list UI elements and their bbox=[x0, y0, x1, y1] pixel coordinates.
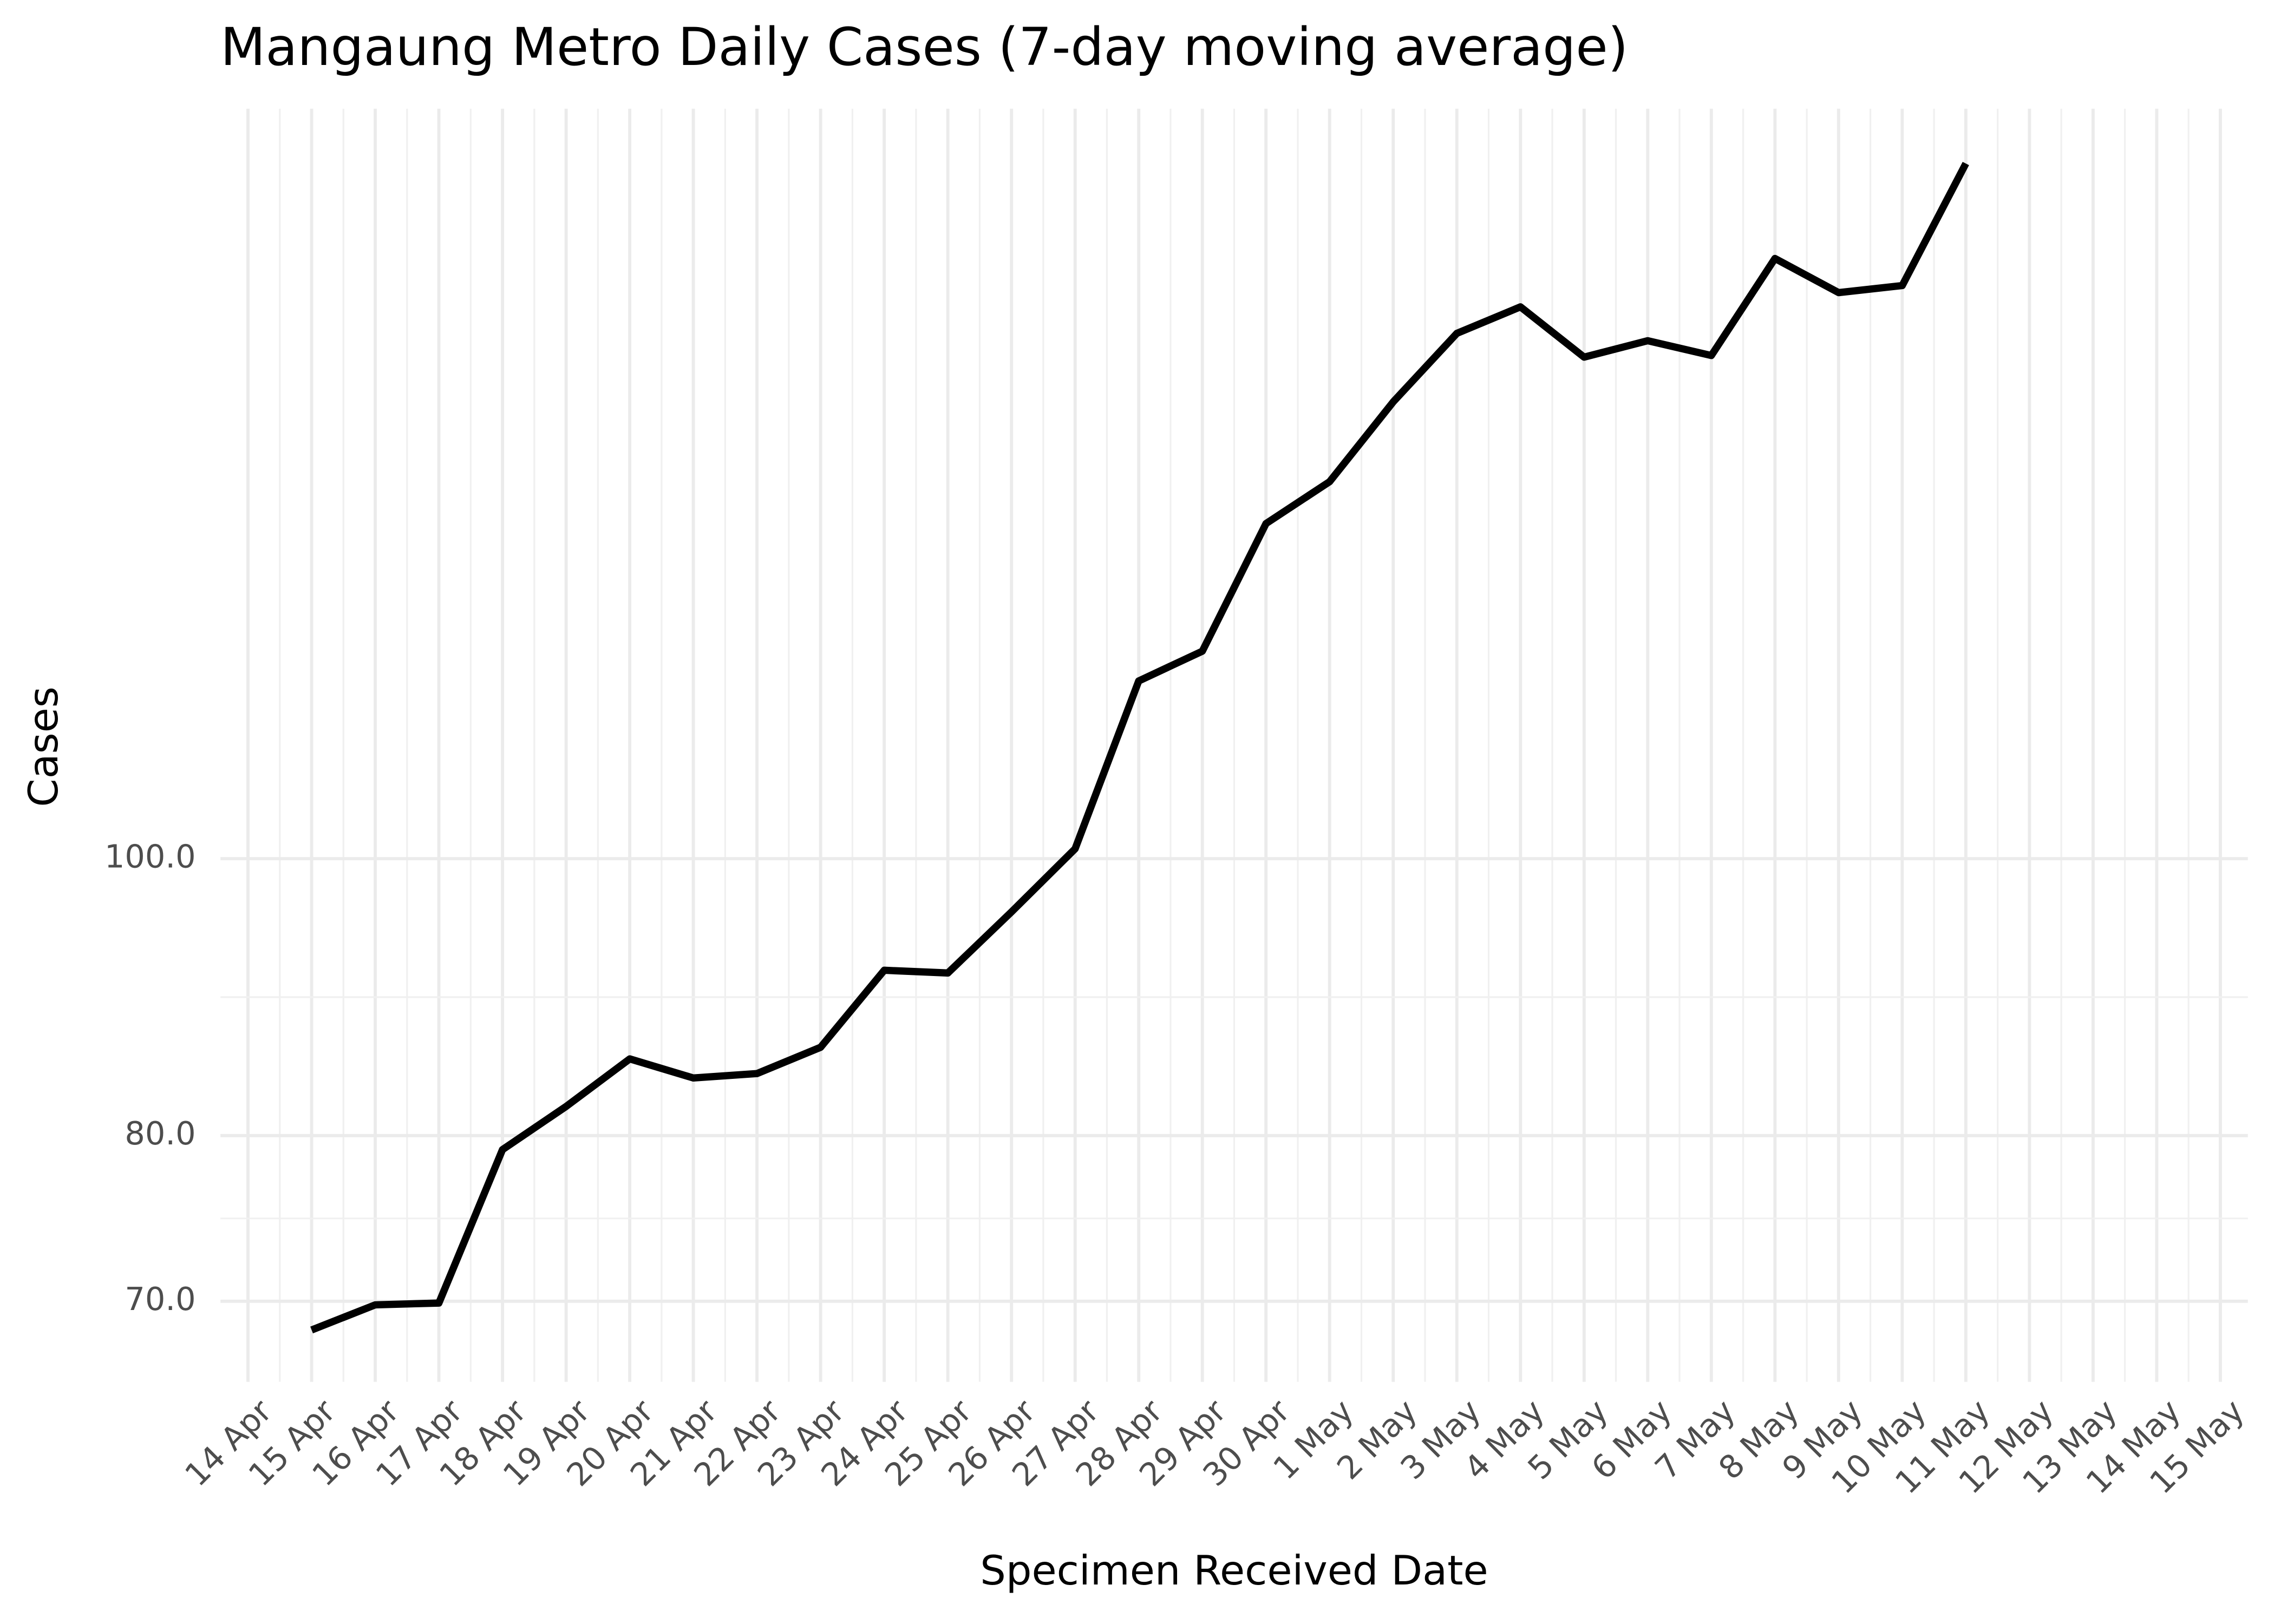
plot bbox=[310, 161, 1969, 1334]
y-tick-label: 80.0 bbox=[125, 1115, 195, 1152]
x-axis-title: Specimen Received Date bbox=[980, 1547, 1488, 1594]
y-tick-label: 100.0 bbox=[104, 837, 196, 875]
y-axis-title: Cases bbox=[19, 686, 67, 807]
y-tick-label: 70.0 bbox=[125, 1280, 195, 1318]
line bbox=[310, 161, 1969, 1334]
chart-title: Mangaung Metro Daily Cases (7-day moving… bbox=[220, 17, 1628, 77]
